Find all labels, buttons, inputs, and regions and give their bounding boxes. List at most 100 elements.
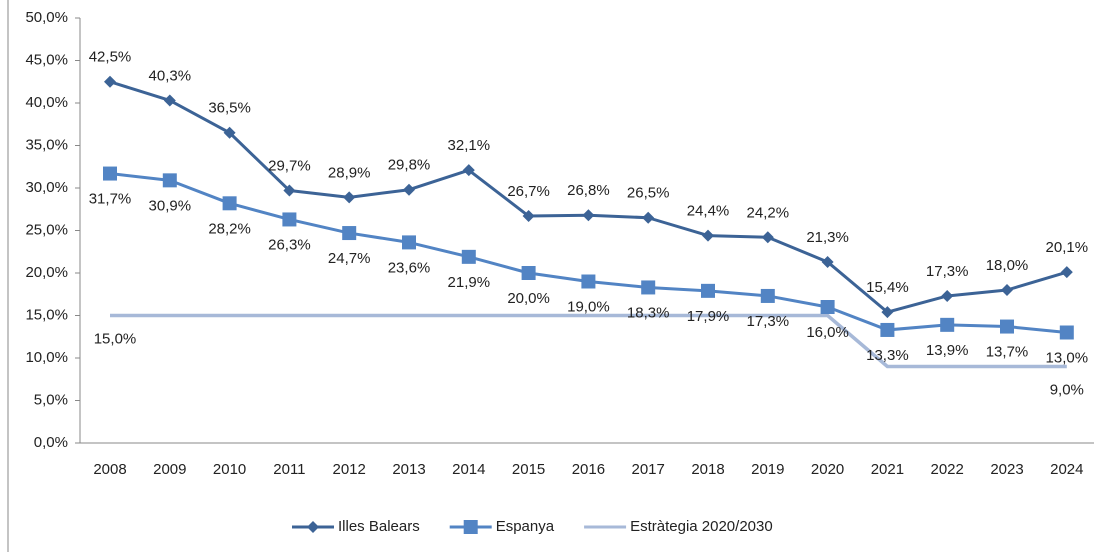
data-label: 15,0% (94, 330, 137, 347)
data-label: 31,7% (89, 191, 132, 208)
marker (522, 210, 535, 223)
data-label: 30,9% (149, 197, 192, 214)
marker (342, 226, 357, 241)
data-label: 17,3% (926, 263, 969, 280)
x-tick-label: 2024 (1050, 461, 1083, 478)
data-label: 17,3% (747, 313, 790, 330)
data-label: 26,5% (627, 185, 670, 202)
marker (402, 235, 416, 250)
marker (701, 283, 715, 298)
x-tick-label: 2008 (93, 461, 126, 478)
data-label: 42,5% (89, 49, 132, 66)
data-label: 18,3% (627, 304, 670, 321)
data-label: 16,0% (806, 324, 849, 341)
marker (403, 183, 415, 196)
legend-marker (307, 521, 319, 533)
y-tick-label: 5,0% (34, 391, 68, 408)
legend-label: Illes Balears (338, 518, 420, 535)
data-label: 28,2% (208, 220, 251, 237)
y-tick-label: 10,0% (25, 349, 68, 366)
x-tick-label: 2017 (632, 461, 665, 478)
data-label: 21,3% (806, 229, 849, 246)
x-tick-label: 2013 (392, 461, 425, 478)
marker (821, 255, 834, 268)
marker (581, 274, 596, 289)
x-tick-label: 2010 (213, 461, 246, 478)
marker (521, 266, 536, 280)
x-tick-label: 2023 (990, 461, 1023, 478)
x-tick-label: 2019 (751, 461, 784, 478)
marker (223, 126, 236, 139)
data-label: 9,0% (1050, 381, 1084, 398)
data-label: 19,0% (567, 298, 610, 315)
x-tick-label: 2011 (273, 461, 305, 478)
x-tick-label: 2022 (931, 461, 964, 478)
data-label: 13,9% (926, 342, 969, 359)
data-label: 17,9% (687, 308, 730, 325)
y-tick-label: 50,0% (25, 9, 68, 26)
x-tick-label: 2012 (333, 461, 366, 478)
data-label: 29,8% (388, 157, 431, 174)
marker (760, 288, 775, 303)
marker (881, 306, 894, 319)
y-tick-label: 40,0% (25, 94, 68, 111)
marker (1001, 284, 1013, 296)
data-label: 24,4% (687, 203, 730, 220)
data-label: 26,7% (507, 183, 550, 200)
x-tick-label: 2015 (512, 461, 545, 478)
data-label: 32,1% (448, 137, 491, 154)
data-label: 36,5% (208, 100, 251, 117)
x-tick-label: 2021 (871, 461, 904, 478)
marker (163, 94, 176, 107)
marker (222, 196, 237, 211)
marker (461, 249, 476, 264)
data-label: 24,2% (747, 204, 790, 221)
data-label: 29,7% (268, 158, 311, 175)
data-label: 15,4% (866, 279, 909, 296)
x-tick-label: 2020 (811, 461, 844, 478)
marker (103, 166, 117, 181)
legend-marker (463, 520, 478, 534)
y-tick-label: 25,0% (25, 221, 68, 238)
y-tick-label: 35,0% (25, 136, 68, 153)
marker (940, 317, 955, 332)
data-label: 13,0% (1046, 349, 1089, 366)
x-tick-label: 2014 (452, 461, 485, 478)
marker (282, 212, 297, 227)
marker (1000, 319, 1014, 334)
x-tick-label: 2016 (572, 461, 605, 478)
marker (462, 164, 475, 177)
y-tick-label: 30,0% (25, 179, 68, 196)
legend-label: Estràtegia 2020/2030 (630, 518, 773, 535)
legend-label: Espanya (496, 518, 555, 535)
marker (343, 191, 356, 204)
marker (941, 289, 954, 302)
marker (104, 75, 116, 88)
marker (761, 231, 774, 244)
y-tick-label: 20,0% (25, 264, 68, 281)
marker (162, 173, 177, 188)
data-label: 13,3% (866, 347, 909, 364)
marker (820, 300, 835, 314)
y-tick-label: 0,0% (34, 434, 68, 451)
data-label: 26,3% (268, 236, 311, 253)
marker (641, 280, 656, 295)
marker (880, 322, 895, 337)
data-label: 26,8% (567, 182, 610, 199)
data-label: 40,3% (149, 67, 192, 84)
marker (1059, 325, 1074, 340)
data-label: 23,6% (388, 259, 431, 276)
data-label: 18,0% (986, 257, 1029, 274)
data-label: 24,7% (328, 250, 371, 267)
data-label: 20,1% (1046, 239, 1089, 256)
marker (1060, 266, 1073, 279)
marker (642, 211, 655, 224)
marker (582, 209, 595, 222)
marker (702, 229, 714, 242)
data-label: 28,9% (328, 164, 371, 181)
y-tick-label: 15,0% (25, 306, 68, 323)
series-line (110, 313, 1067, 369)
data-label: 13,7% (986, 344, 1029, 361)
